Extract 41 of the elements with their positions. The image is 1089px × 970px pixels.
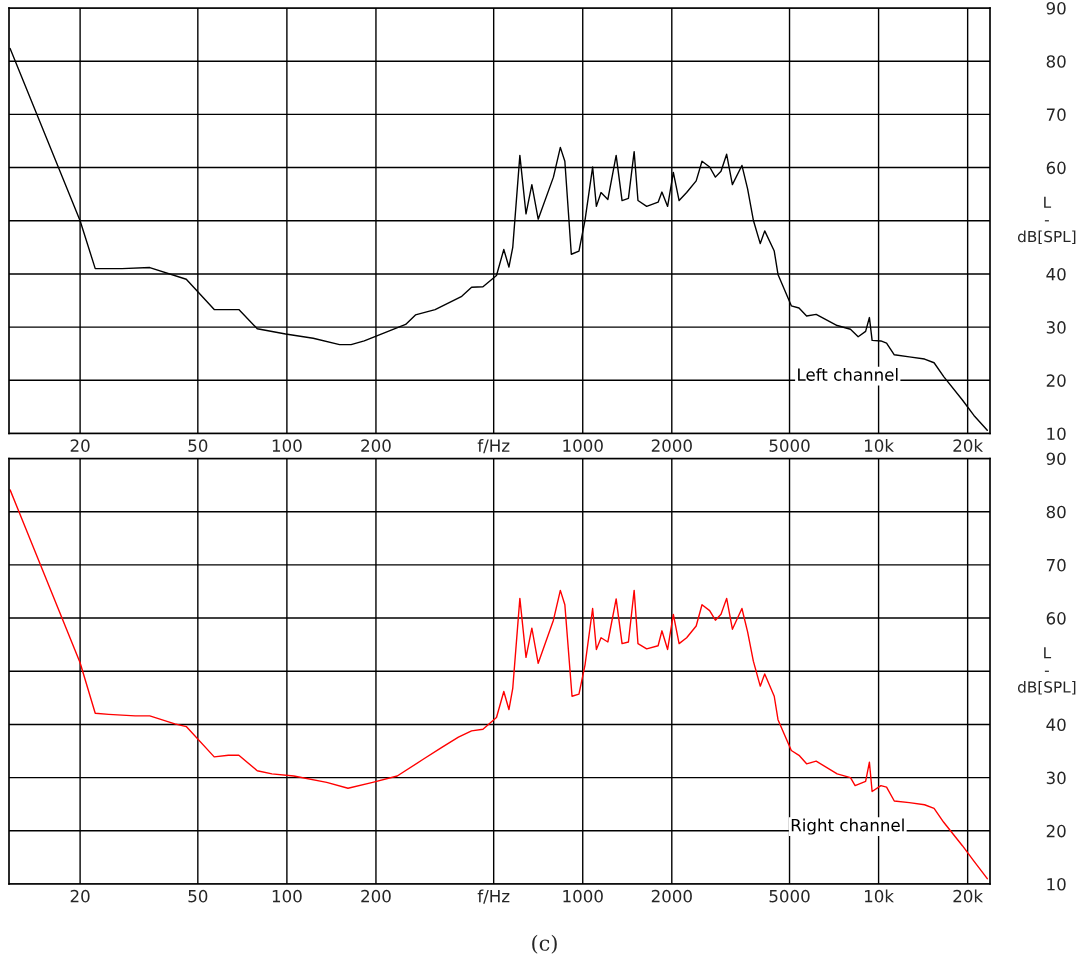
y-tick-label: 40 (1046, 718, 1066, 732)
y-tick-label: 20 (1046, 374, 1066, 387)
x-tick-label: 50 (188, 439, 208, 452)
x-tick-label: 100 (272, 439, 302, 452)
y-tick-label: 60 (1046, 612, 1066, 625)
text: (c) (532, 934, 557, 954)
x-tick-label: 200 (361, 439, 391, 452)
y-tick-label: 30 (1046, 771, 1066, 785)
x-tick-label: 20k (953, 439, 984, 452)
x-tick-label: 1000 (563, 889, 603, 903)
series-label: Right channel (791, 818, 904, 835)
x-tick-label: 5000 (769, 439, 810, 452)
y-tick-label: 90 (1046, 452, 1066, 466)
x-tick-label: 20 (70, 889, 90, 903)
x-tick-label: f/Hz (477, 439, 510, 454)
y-axis-title: L - dB[SPL] (1017, 647, 1076, 695)
x-tick-label: 50 (188, 889, 208, 903)
x-tick-label: 2000 (651, 889, 692, 903)
y-tick-label: 60 (1046, 161, 1066, 175)
y-tick-label: 40 (1046, 267, 1066, 281)
x-tick-label: 10k (864, 439, 894, 452)
y-tick-label: 30 (1046, 321, 1066, 334)
y-tick-label: 90 (1046, 1, 1066, 15)
y-axis-title: L - dB[SPL] (1017, 196, 1076, 245)
x-tick-label: 200 (361, 889, 391, 903)
x-tick-label: 20 (70, 439, 90, 452)
y-tick-label: 20 (1046, 824, 1066, 838)
x-tick-label: 10k (864, 889, 894, 903)
x-tick-label: 20k (953, 889, 984, 903)
y-tick-label: 80 (1046, 55, 1066, 68)
x-tick-label: 2000 (651, 439, 692, 452)
x-tick-label: 100 (272, 889, 302, 903)
y-tick-label: 10 (1047, 877, 1066, 891)
x-tick-label: 1000 (563, 439, 603, 452)
y-tick-label: 70 (1046, 558, 1066, 572)
x-tick-label: f/Hz (477, 889, 510, 904)
y-tick-label: 80 (1046, 505, 1066, 519)
x-tick-label: 5000 (769, 889, 810, 903)
y-tick-label: 10 (1047, 427, 1066, 441)
y-tick-label: 70 (1046, 108, 1066, 121)
series-label: Left channel (798, 367, 898, 381)
